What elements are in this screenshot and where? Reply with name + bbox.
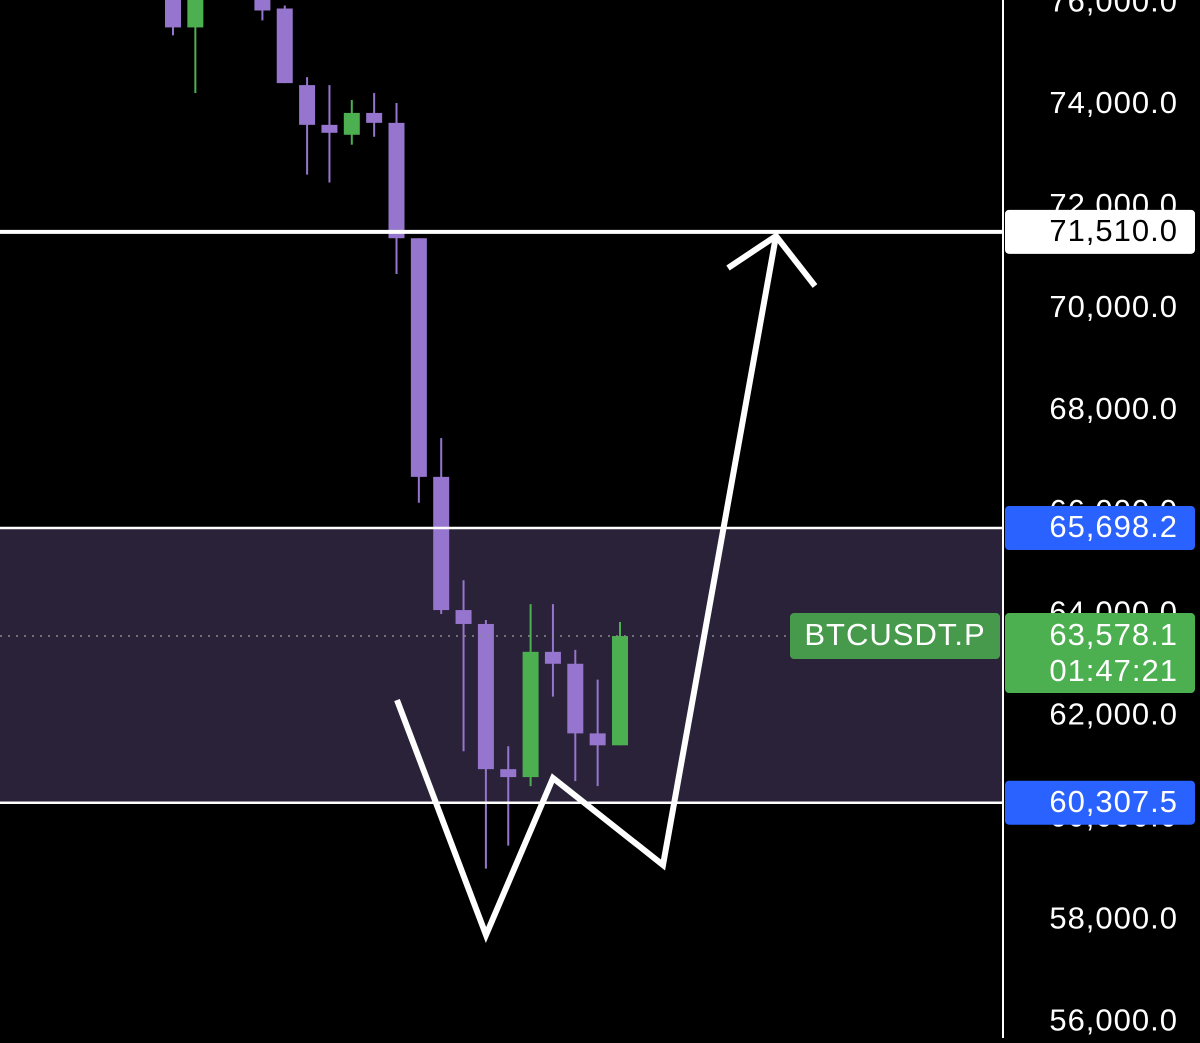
candle-body <box>299 85 316 125</box>
y-tick-label: 68,000.0 <box>1049 391 1178 426</box>
candle-body <box>388 122 405 239</box>
candle-body <box>455 610 472 624</box>
candle-body <box>477 623 494 770</box>
candles <box>0 0 1002 869</box>
y-tick-label: 62,000.0 <box>1049 697 1178 732</box>
candle-body <box>343 112 360 135</box>
price-badge <box>1005 613 1195 694</box>
y-tick-label: 76,000.0 <box>1049 0 1178 18</box>
y-tick-label: 58,000.0 <box>1049 900 1178 935</box>
level-badge <box>1005 506 1195 551</box>
level-label: 71,510.0 <box>1049 213 1178 248</box>
candle-body <box>567 663 584 734</box>
drawing <box>394 231 818 944</box>
candle-body <box>433 476 450 611</box>
zone <box>0 528 1002 803</box>
zone-layer <box>0 528 1002 803</box>
candle-body <box>410 238 427 477</box>
level-badge <box>1005 780 1195 825</box>
candle-body <box>612 636 628 746</box>
badges: 71,510.0 65,698.2 60,307.5 BTCUSDT.P 63,578.… <box>790 209 1195 825</box>
candle-body <box>544 651 561 664</box>
symbol-badge <box>790 613 1000 660</box>
candle-body <box>589 733 606 746</box>
hand-drawn-path <box>394 235 779 944</box>
candle-body <box>321 124 338 133</box>
y-tick-label: 70,000.0 <box>1049 289 1178 324</box>
level-label: 65,698.2 <box>1049 509 1178 544</box>
symbol-label: BTCUSDT.P <box>804 617 985 652</box>
candle-body <box>254 0 271 11</box>
level-label: 60,307.5 <box>1049 784 1178 819</box>
candle-body <box>366 112 383 123</box>
y-tick-label: 56,000.0 <box>1049 1002 1178 1037</box>
level-badge <box>1005 209 1195 254</box>
candle-body <box>500 769 517 778</box>
candle-body <box>276 8 293 84</box>
candle-body <box>522 651 539 778</box>
arrow-head <box>726 231 818 288</box>
candle-body <box>187 0 204 28</box>
candle-body <box>165 0 181 28</box>
y-tick-label: 74,000.0 <box>1049 85 1178 120</box>
price-label: 63,578.1 <box>1049 617 1178 652</box>
countdown-label: 01:47:21 <box>1049 653 1178 688</box>
